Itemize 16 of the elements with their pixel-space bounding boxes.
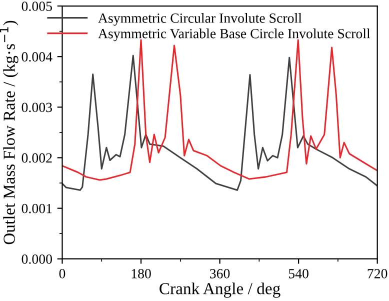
legend-label: Asymmetric Variable Base Circle Involute Scroll — [98, 28, 370, 42]
x-tick-label: 360 — [210, 268, 230, 278]
y-tick-label: 0.000 — [22, 254, 52, 264]
x-tick-label: 0 — [59, 268, 66, 278]
y-tick-label: 0.001 — [22, 204, 52, 214]
legend-label: Asymmetric Circular Involute Scroll — [98, 13, 302, 26]
y-tick-label: 0.004 — [22, 52, 52, 62]
y-tick-label: 0.003 — [22, 102, 52, 112]
line-series — [62, 54, 378, 191]
y-tick-label: 0.005 — [22, 2, 52, 12]
x-tick-label: 180 — [132, 268, 151, 278]
y-axis-title: Outlet Mass Flow Rate / (kg·s$^{−1}$) — [0, 20, 18, 244]
x-tick-label: 540 — [288, 268, 308, 278]
x-tick-label: 720 — [368, 268, 388, 278]
x-axis-title: Crank Angle / deg — [160, 282, 280, 298]
y-tick-label: 0.002 — [22, 153, 52, 163]
